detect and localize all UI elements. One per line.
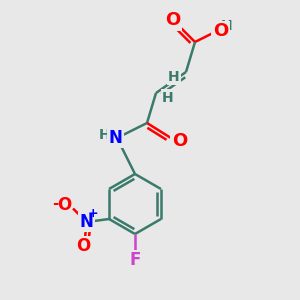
Text: N: N xyxy=(80,213,94,231)
Text: F: F xyxy=(129,251,141,269)
Text: O: O xyxy=(172,132,187,150)
Text: O: O xyxy=(57,196,71,214)
Text: N: N xyxy=(109,129,122,147)
Text: O: O xyxy=(213,22,228,40)
Text: -: - xyxy=(52,196,59,211)
Text: H: H xyxy=(99,128,110,142)
Text: H: H xyxy=(221,19,232,32)
Text: +: + xyxy=(88,207,98,220)
Text: O: O xyxy=(165,11,180,29)
Text: O: O xyxy=(76,237,91,255)
Text: H: H xyxy=(168,70,180,83)
Text: H: H xyxy=(162,91,174,104)
